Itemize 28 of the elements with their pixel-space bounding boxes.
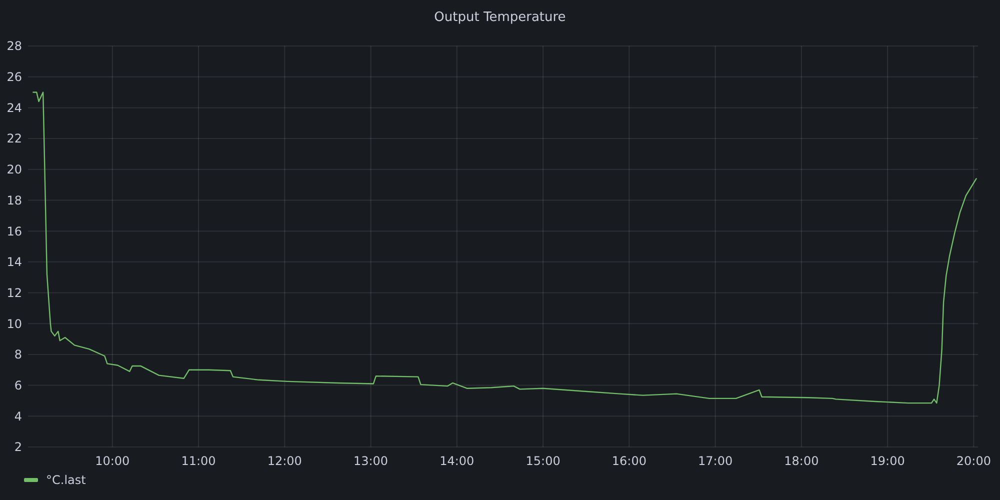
x-tick-label: 10:00 (95, 454, 130, 468)
y-tick-label: 6 (14, 378, 22, 393)
line-series (32, 92, 977, 404)
x-tick-label: 14:00 (440, 454, 474, 468)
x-tick-label: 11:00 (181, 454, 216, 468)
y-tick-label: 16 (6, 224, 22, 238)
x-tick-label: 20:00 (956, 454, 991, 468)
y-tick-label: 24 (6, 100, 22, 115)
legend-label: °C.last (46, 473, 86, 488)
x-tick-label: 15:00 (526, 454, 560, 468)
chart-title: Output Temperature (434, 10, 566, 25)
y-tick-label: 4 (14, 409, 22, 424)
y-tick-label: 12 (6, 286, 22, 300)
x-tick-label: 19:00 (870, 454, 905, 468)
y-tick-label: 14 (6, 255, 22, 270)
y-tick-label: 22 (6, 132, 22, 146)
x-tick-label: 12:00 (267, 454, 302, 468)
y-tick-label: 8 (14, 348, 22, 362)
y-tick-label: 20 (6, 162, 22, 177)
x-tick-label: 13:00 (353, 454, 388, 468)
y-tick-label: 18 (6, 193, 22, 208)
x-tick-label: 17:00 (698, 454, 733, 468)
x-tick-label: 16:00 (612, 454, 646, 468)
y-tick-label: 2 (14, 440, 22, 454)
y-tick-label: 26 (6, 70, 22, 84)
x-tick-label: 18:00 (784, 454, 819, 468)
y-tick-label: 10 (6, 316, 22, 331)
y-tick-label: 28 (6, 39, 22, 54)
